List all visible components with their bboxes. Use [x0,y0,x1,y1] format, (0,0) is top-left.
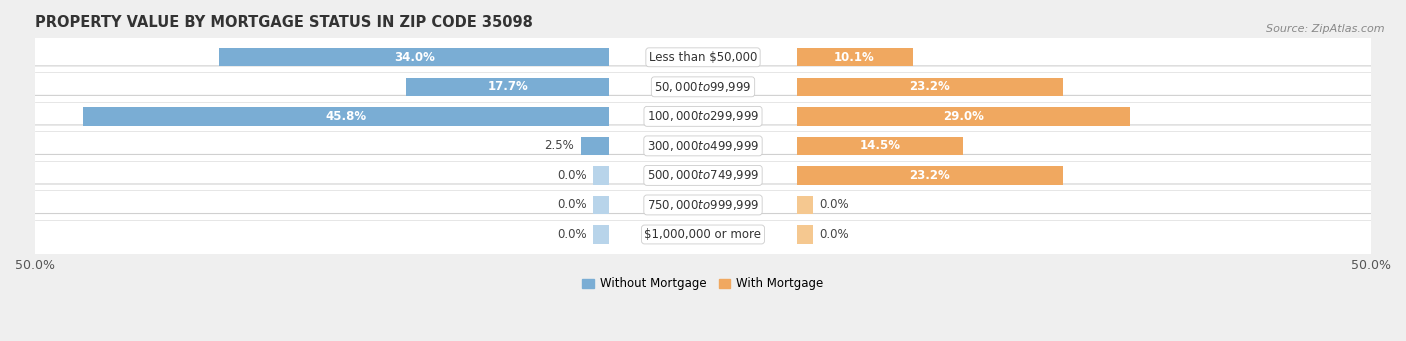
Bar [797,196,813,214]
Text: 14.5%: 14.5% [859,139,900,152]
Text: 17.7%: 17.7% [488,80,529,93]
FancyBboxPatch shape [24,213,1382,255]
Bar [797,137,963,155]
Text: 23.2%: 23.2% [910,169,950,182]
Text: 0.0%: 0.0% [557,169,586,182]
Bar [797,78,1063,96]
Bar [797,48,912,66]
Text: $50,000 to $99,999: $50,000 to $99,999 [654,80,752,94]
Text: Source: ZipAtlas.com: Source: ZipAtlas.com [1267,24,1385,34]
FancyBboxPatch shape [24,154,1382,196]
Text: PROPERTY VALUE BY MORTGAGE STATUS IN ZIP CODE 35098: PROPERTY VALUE BY MORTGAGE STATUS IN ZIP… [35,15,533,30]
Bar [593,196,609,214]
Text: 23.2%: 23.2% [910,80,950,93]
FancyBboxPatch shape [24,95,1382,137]
FancyBboxPatch shape [24,66,1382,108]
Text: 29.0%: 29.0% [942,110,984,123]
Bar [581,137,609,155]
Text: Less than $50,000: Less than $50,000 [648,51,758,64]
Text: $300,000 to $499,999: $300,000 to $499,999 [647,139,759,153]
Bar [797,166,1063,184]
Text: $750,000 to $999,999: $750,000 to $999,999 [647,198,759,212]
FancyBboxPatch shape [24,125,1382,167]
Text: $1,000,000 or more: $1,000,000 or more [644,228,762,241]
Bar [797,225,813,243]
Text: 34.0%: 34.0% [394,51,434,64]
Bar [83,107,609,125]
Text: 0.0%: 0.0% [557,198,586,211]
Text: 2.5%: 2.5% [544,139,574,152]
Text: $100,000 to $299,999: $100,000 to $299,999 [647,109,759,123]
Text: 0.0%: 0.0% [820,198,849,211]
Text: 10.1%: 10.1% [834,51,875,64]
Text: $500,000 to $749,999: $500,000 to $749,999 [647,168,759,182]
Bar [797,107,1129,125]
Bar [406,78,609,96]
Text: 0.0%: 0.0% [820,228,849,241]
FancyBboxPatch shape [24,36,1382,78]
Bar [219,48,609,66]
Text: 0.0%: 0.0% [557,228,586,241]
Bar [593,166,609,184]
Text: 45.8%: 45.8% [326,110,367,123]
FancyBboxPatch shape [24,184,1382,226]
Legend: Without Mortgage, With Mortgage: Without Mortgage, With Mortgage [578,273,828,295]
Bar [593,225,609,243]
